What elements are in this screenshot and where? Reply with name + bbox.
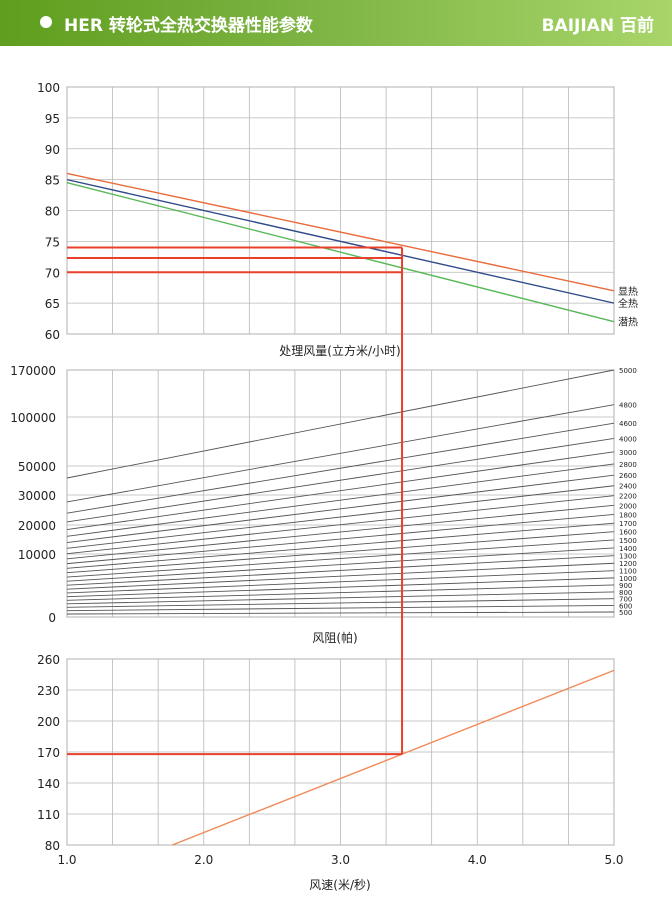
- airflow-series-line: [66, 598, 615, 608]
- airflow-series-line: [66, 438, 615, 523]
- airflow-series-label: 2600: [619, 472, 637, 480]
- airflow-chart-title: 处理风量(立方米/小时): [279, 343, 400, 358]
- airflow-series-label: 800: [619, 589, 632, 597]
- pressure-xtick-label: 4.0: [468, 853, 487, 867]
- efficiency-ytick-label: 65: [45, 297, 60, 311]
- pressure-ytick-label: 80: [45, 839, 60, 853]
- airflow-series-label: 4800: [619, 402, 637, 410]
- airflow-series-line: [66, 422, 615, 514]
- airflow-series-label: 2800: [619, 461, 637, 469]
- airflow-series-label: 1200: [619, 560, 637, 568]
- airflow-series-line: [66, 369, 615, 479]
- airflow-series-line: [66, 591, 615, 605]
- airflow-series-line: [66, 611, 615, 615]
- airflow-series-line: [66, 504, 615, 560]
- airflow-ytick-label: 170000: [10, 364, 56, 378]
- pressure-xtick-label: 1.0: [57, 853, 76, 867]
- airflow-ytick-label: 50000: [18, 460, 56, 474]
- efficiency-ytick-label: 60: [45, 328, 60, 342]
- pressure-ytick-label: 260: [37, 653, 60, 667]
- bullet-icon: [40, 16, 52, 28]
- efficiency-ytick-label: 85: [45, 174, 60, 188]
- airflow-series-label: 1400: [619, 545, 637, 553]
- airflow-ytick-label: 0: [48, 611, 56, 625]
- airflow-series-line: [66, 404, 615, 503]
- efficiency-series-line: [66, 178, 615, 304]
- airflow-series-label: 1600: [619, 529, 637, 537]
- airflow-series-line: [66, 555, 615, 586]
- airflow-series-line: [66, 531, 615, 574]
- pressure-series-line: [172, 669, 615, 846]
- efficiency-series-line: [66, 182, 615, 323]
- airflow-series-line: [66, 463, 615, 537]
- airflow-series-label: 700: [619, 596, 632, 604]
- airflow-series-label: 2000: [619, 502, 637, 510]
- airflow-series-label: 4600: [619, 420, 637, 428]
- efficiency-series-line: [66, 172, 615, 292]
- airflow-series-line: [66, 451, 615, 530]
- brand-label: BAIJIAN 百前: [541, 16, 654, 36]
- airflow-series-line: [66, 547, 615, 582]
- efficiency-ytick-label: 95: [45, 112, 60, 126]
- efficiency-series-label: 全热: [618, 297, 638, 310]
- airflow-series-label: 900: [619, 582, 632, 590]
- airflow-ytick-label: 10000: [18, 548, 56, 562]
- airflow-series-label: 4000: [619, 435, 637, 443]
- efficiency-ytick-label: 100: [37, 81, 60, 95]
- airflow-series-label: 600: [619, 602, 632, 610]
- airflow-series-label: 1800: [619, 511, 637, 519]
- airflow-series-line: [66, 604, 615, 612]
- pressure-ytick-label: 140: [37, 777, 60, 791]
- airflow-series-label: 3000: [619, 449, 637, 457]
- pressure-ytick-label: 110: [37, 808, 60, 822]
- airflow-ytick-label: 100000: [10, 411, 56, 425]
- airflow-series-line: [66, 485, 615, 549]
- efficiency-ytick-label: 90: [45, 143, 60, 157]
- airflow-series-line: [66, 539, 615, 578]
- airflow-series-label: 2200: [619, 493, 637, 501]
- airflow-series-line: [66, 474, 615, 543]
- efficiency-ytick-label: 80: [45, 205, 60, 219]
- airflow-series-label: 1500: [619, 537, 637, 545]
- airflow-series-label: 1300: [619, 553, 637, 561]
- airflow-series-line: [66, 584, 615, 601]
- airflow-series-line: [66, 522, 615, 569]
- pressure-ytick-label: 170: [37, 746, 60, 760]
- airflow-series-label: 1700: [619, 520, 637, 528]
- page-title: HER 转轮式全热交换器性能参数: [64, 16, 313, 36]
- airflow-series-line: [66, 570, 615, 594]
- page-header: HER 转轮式全热交换器性能参数 BAIJIAN 百前: [0, 0, 672, 46]
- airflow-series-label: 5000: [619, 367, 637, 375]
- airflow-series-label: 1000: [619, 575, 637, 583]
- efficiency-series-label: 潜热: [618, 316, 638, 329]
- airflow-series-line: [66, 577, 615, 598]
- airflow-series-label: 1100: [619, 568, 637, 576]
- efficiency-series-label: 显热: [618, 285, 638, 298]
- pressure-xtick-label: 2.0: [194, 853, 213, 867]
- airflow-series-label: 500: [619, 609, 632, 617]
- efficiency-ytick-label: 70: [45, 266, 60, 280]
- airflow-series-label: 2400: [619, 483, 637, 491]
- pressure-xtick-label: 3.0: [331, 853, 350, 867]
- airflow-ytick-label: 20000: [18, 519, 56, 533]
- pressure-xtick-label: 5.0: [604, 853, 623, 867]
- airflow-series-line: [66, 495, 615, 555]
- pressure-ytick-label: 230: [37, 684, 60, 698]
- x-axis-label: 风速(米/秒): [309, 878, 370, 892]
- pressure-ytick-label: 200: [37, 715, 60, 729]
- efficiency-ytick-label: 75: [45, 235, 60, 249]
- airflow-series-line: [66, 562, 615, 590]
- airflow-ytick-label: 30000: [18, 489, 56, 503]
- pressure-chart-title: 风阻(帕): [312, 630, 357, 645]
- airflow-series-line: [66, 513, 615, 565]
